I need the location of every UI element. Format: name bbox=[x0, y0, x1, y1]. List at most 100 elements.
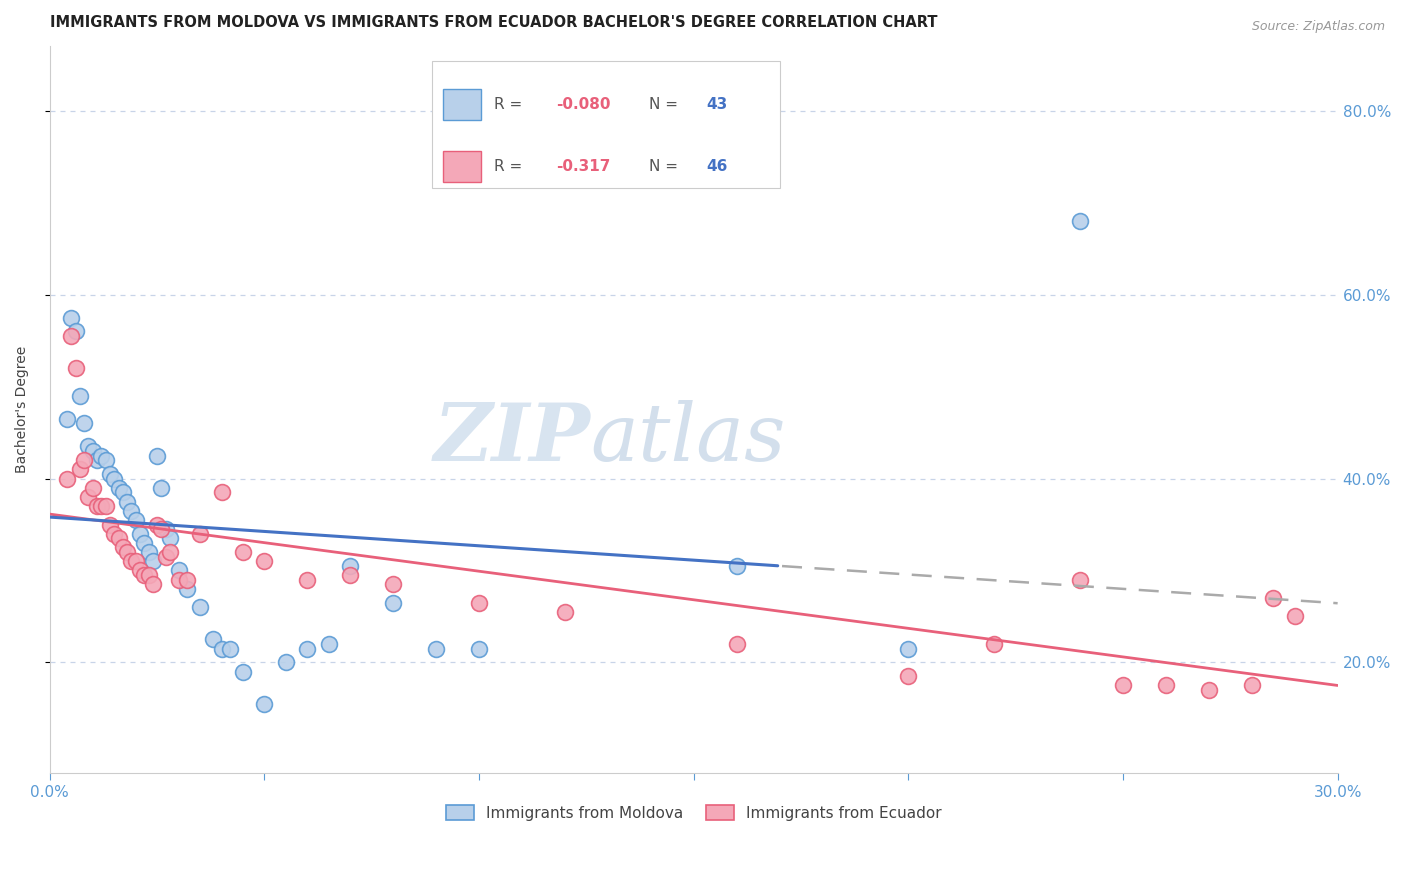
Point bbox=[60, 310, 83, 325]
Point bbox=[98, 467, 121, 481]
Point bbox=[150, 522, 173, 536]
Point bbox=[253, 697, 276, 711]
Point bbox=[103, 471, 125, 485]
Point bbox=[188, 526, 211, 541]
Point bbox=[94, 453, 117, 467]
Point bbox=[725, 558, 748, 573]
Text: IMMIGRANTS FROM MOLDOVA VS IMMIGRANTS FROM ECUADOR BACHELOR'S DEGREE CORRELATION: IMMIGRANTS FROM MOLDOVA VS IMMIGRANTS FR… bbox=[49, 15, 938, 30]
Point bbox=[176, 573, 198, 587]
Text: R =: R = bbox=[494, 159, 527, 174]
Text: atlas: atlas bbox=[591, 400, 786, 477]
Point bbox=[129, 526, 152, 541]
Point bbox=[120, 554, 142, 568]
Point bbox=[1112, 678, 1135, 692]
Point bbox=[77, 490, 100, 504]
Y-axis label: Bachelor's Degree: Bachelor's Degree bbox=[15, 346, 30, 474]
Point bbox=[159, 545, 181, 559]
Text: -0.317: -0.317 bbox=[555, 159, 610, 174]
Text: 43: 43 bbox=[707, 97, 728, 112]
Point bbox=[150, 481, 173, 495]
Point bbox=[1263, 591, 1285, 605]
Point bbox=[468, 596, 491, 610]
Point bbox=[274, 656, 297, 670]
Text: Source: ZipAtlas.com: Source: ZipAtlas.com bbox=[1251, 20, 1385, 33]
Point bbox=[60, 329, 83, 343]
Point bbox=[297, 641, 319, 656]
Point bbox=[382, 577, 405, 591]
Point bbox=[211, 485, 233, 500]
Point bbox=[1154, 678, 1177, 692]
Point bbox=[111, 485, 134, 500]
FancyBboxPatch shape bbox=[443, 89, 481, 120]
Point bbox=[125, 554, 148, 568]
Text: N =: N = bbox=[648, 159, 682, 174]
Point bbox=[167, 573, 190, 587]
Point bbox=[318, 637, 340, 651]
Point bbox=[725, 637, 748, 651]
Point bbox=[86, 453, 108, 467]
Point bbox=[1069, 573, 1091, 587]
Legend: Immigrants from Moldova, Immigrants from Ecuador: Immigrants from Moldova, Immigrants from… bbox=[440, 799, 948, 827]
Point bbox=[176, 582, 198, 596]
Point bbox=[94, 499, 117, 513]
Point bbox=[897, 641, 920, 656]
Point bbox=[56, 411, 79, 425]
Point bbox=[56, 471, 79, 485]
Text: N =: N = bbox=[648, 97, 682, 112]
FancyBboxPatch shape bbox=[443, 151, 481, 182]
Point bbox=[297, 573, 319, 587]
Point bbox=[1284, 609, 1306, 624]
Point bbox=[69, 462, 91, 476]
Point bbox=[188, 600, 211, 615]
Point bbox=[90, 449, 112, 463]
Point bbox=[382, 596, 405, 610]
Point bbox=[155, 549, 177, 564]
Point bbox=[159, 531, 181, 545]
Point bbox=[1069, 214, 1091, 228]
Point bbox=[82, 481, 104, 495]
Point bbox=[111, 541, 134, 555]
Point bbox=[468, 641, 491, 656]
Point bbox=[219, 641, 242, 656]
Point bbox=[142, 577, 165, 591]
Point bbox=[897, 669, 920, 683]
Point bbox=[138, 568, 160, 582]
Point bbox=[339, 568, 361, 582]
Point bbox=[65, 325, 87, 339]
Text: ZIP: ZIP bbox=[434, 400, 591, 477]
Point bbox=[77, 439, 100, 453]
Point bbox=[211, 641, 233, 656]
Text: R =: R = bbox=[494, 97, 527, 112]
Point bbox=[98, 517, 121, 532]
Text: 46: 46 bbox=[707, 159, 728, 174]
Point bbox=[115, 545, 138, 559]
Point bbox=[138, 545, 160, 559]
Point bbox=[167, 564, 190, 578]
Point bbox=[155, 522, 177, 536]
Point bbox=[125, 513, 148, 527]
Point bbox=[232, 545, 254, 559]
Point bbox=[425, 641, 447, 656]
Point bbox=[69, 389, 91, 403]
Point bbox=[339, 558, 361, 573]
Point bbox=[253, 554, 276, 568]
Point bbox=[107, 531, 129, 545]
Point bbox=[554, 605, 576, 619]
Point bbox=[146, 449, 169, 463]
Point bbox=[86, 499, 108, 513]
Point bbox=[1198, 683, 1220, 698]
Point bbox=[103, 526, 125, 541]
Point bbox=[120, 504, 142, 518]
Point bbox=[142, 554, 165, 568]
Point bbox=[134, 536, 156, 550]
FancyBboxPatch shape bbox=[432, 61, 780, 188]
Point bbox=[82, 444, 104, 458]
Point bbox=[73, 453, 96, 467]
Text: -0.080: -0.080 bbox=[555, 97, 610, 112]
Point bbox=[115, 494, 138, 508]
Point bbox=[65, 361, 87, 376]
Point bbox=[107, 481, 129, 495]
Point bbox=[90, 499, 112, 513]
Point bbox=[1240, 678, 1263, 692]
Point bbox=[232, 665, 254, 679]
